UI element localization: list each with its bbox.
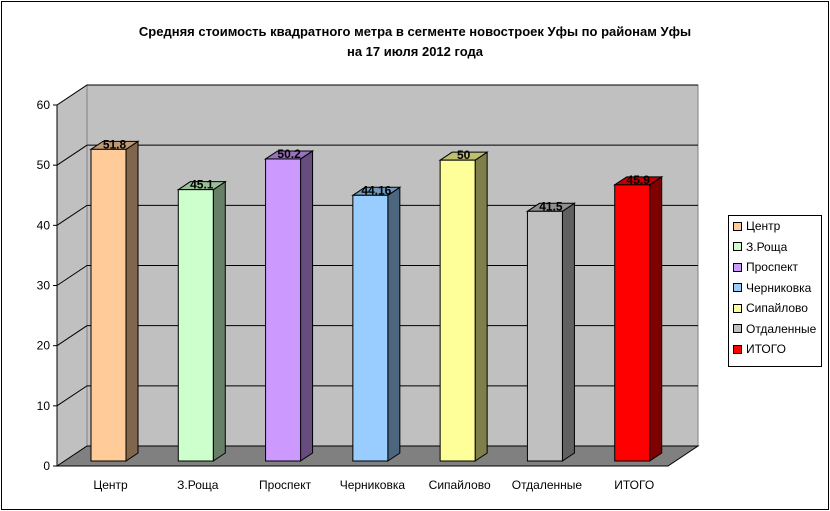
data-label: 45.1	[190, 178, 214, 192]
legend: Центр З.Роща Проспект Черниковка Сипайлово От…	[728, 215, 822, 367]
data-label: 50.2	[277, 147, 301, 161]
gridline	[56, 265, 698, 286]
legend-label: Центр	[746, 219, 781, 234]
bar-З.Роща	[176, 180, 227, 462]
y-tick-label: 50	[37, 158, 51, 172]
bar-side	[300, 150, 314, 462]
legend-swatch	[733, 283, 742, 293]
x-tick-label: З.Роща	[177, 478, 219, 492]
data-label: 44.16	[361, 183, 391, 197]
bar-side	[125, 140, 139, 462]
bar-Сипайлово	[438, 151, 489, 462]
legend-swatch	[733, 242, 742, 252]
bar-Проспект	[263, 150, 315, 462]
bar-Центр	[89, 140, 140, 462]
bar-side	[212, 180, 226, 462]
legend-swatch	[733, 221, 742, 231]
bar-front	[439, 159, 476, 462]
bar-ИТОГО	[613, 175, 664, 462]
gridline	[56, 385, 698, 407]
legend-label: Черниковка	[746, 280, 812, 295]
x-tick-label: Сипайлово	[429, 478, 491, 492]
legend-swatch	[733, 262, 742, 272]
legend-item: Проспект	[729, 257, 821, 278]
bar-Отдаленные	[525, 202, 577, 462]
bar-side	[649, 175, 663, 462]
legend-item: Сипайлово	[729, 298, 821, 319]
legend-item: Центр	[729, 216, 821, 237]
gridline	[56, 144, 698, 166]
y-tick-label: 60	[37, 98, 51, 112]
gridline	[56, 204, 698, 226]
gridline	[56, 84, 698, 106]
x-tick-label: Отдаленные	[512, 478, 583, 492]
legend-item: ИТОГО	[729, 339, 821, 360]
chart-title: Средняя стоимость квадратного метра в се…	[0, 22, 830, 62]
bar-front	[352, 194, 389, 462]
bar-Черниковка	[351, 186, 402, 462]
y-tick-label: 40	[37, 218, 51, 232]
y-tick-label: 30	[37, 279, 51, 293]
x-tick-label: Центр	[93, 478, 128, 492]
x-tick-label: ИТОГО	[614, 478, 654, 492]
x-tick-label: Черниковка	[340, 478, 406, 492]
legend-item: Отдаленные	[729, 319, 821, 340]
legend-item: З.Роща	[729, 237, 821, 258]
data-label: 45.9	[627, 173, 651, 187]
x-tick-label: Проспект	[259, 478, 312, 492]
legend-label: З.Роща	[746, 239, 788, 254]
title-line: Средняя стоимость квадратного метра в се…	[138, 24, 692, 39]
bar-side	[474, 151, 488, 462]
bar-front	[177, 189, 214, 462]
y-tick-label: 10	[37, 399, 51, 413]
bar-front	[526, 210, 563, 462]
bar-front	[90, 148, 127, 462]
bar-side	[561, 202, 575, 462]
y-tick-label: 20	[37, 339, 51, 353]
gridline	[56, 325, 698, 347]
legend-swatch	[733, 303, 742, 313]
legend-label: Сипайлово	[746, 301, 808, 316]
subtitle-line: на 17 июля 2012 года	[346, 44, 484, 59]
legend-item: Черниковка	[729, 278, 821, 299]
data-label: 51.8	[103, 137, 127, 151]
legend-swatch	[733, 344, 742, 354]
data-label: 50	[457, 148, 471, 162]
legend-label: Отдаленные	[746, 321, 817, 336]
legend-swatch	[733, 324, 742, 334]
legend-label: ИТОГО	[746, 342, 786, 357]
y-tick-label: 0	[43, 459, 50, 473]
bar-side	[387, 186, 401, 462]
bar-front	[265, 158, 302, 462]
data-label: 41.5	[539, 199, 563, 213]
legend-label: Проспект	[746, 260, 799, 275]
bar-front	[614, 184, 651, 462]
